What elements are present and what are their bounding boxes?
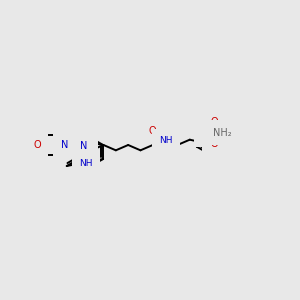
Text: O: O: [210, 117, 218, 127]
Text: S: S: [203, 128, 210, 138]
Text: NH: NH: [79, 158, 93, 167]
Text: O: O: [149, 126, 157, 136]
Text: S: S: [83, 141, 89, 152]
Text: O: O: [83, 145, 91, 155]
Text: NH₂: NH₂: [213, 128, 232, 138]
Text: N: N: [61, 140, 69, 150]
Text: O: O: [210, 139, 218, 149]
Text: N: N: [80, 141, 88, 151]
Text: NH: NH: [159, 136, 173, 145]
Text: O: O: [33, 140, 40, 150]
